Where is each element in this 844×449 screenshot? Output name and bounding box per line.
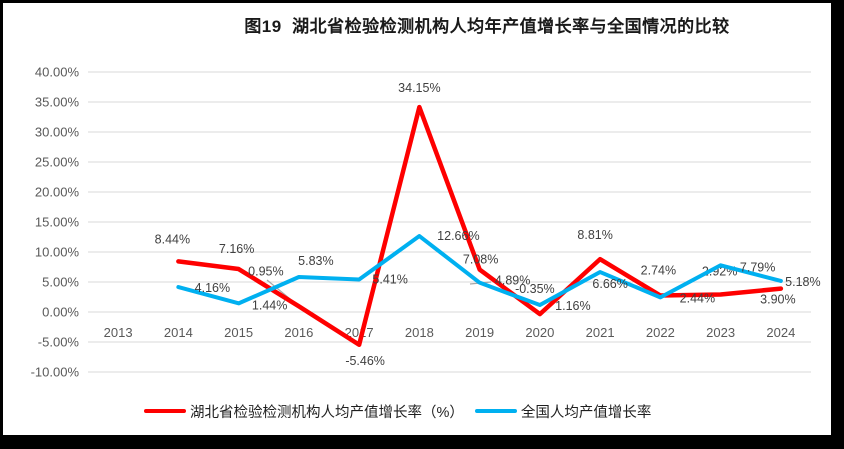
data-label: 4.89% — [495, 274, 530, 288]
data-label: 34.15% — [398, 81, 440, 95]
x-axis-tick-label: 2021 — [586, 325, 615, 340]
x-axis-tick-label: 2014 — [164, 325, 193, 340]
y-axis-tick-label: 30.00% — [35, 125, 80, 140]
y-axis-tick-label: 10.00% — [35, 245, 80, 260]
y-axis-tick-label: 5.00% — [42, 275, 79, 290]
data-label: 0.95% — [248, 264, 283, 278]
y-axis-tick-label: -5.00% — [38, 335, 80, 350]
legend-swatch-national-line — [474, 408, 517, 414]
data-label: 5.41% — [372, 273, 407, 287]
data-label: 7.79% — [740, 260, 775, 274]
data-label: 6.66% — [592, 277, 627, 291]
data-label: 4.16% — [195, 281, 230, 295]
data-label: 8.81% — [577, 228, 612, 242]
data-label: 1.44% — [252, 298, 287, 312]
x-axis-tick-label: 2018 — [405, 325, 434, 340]
x-axis-tick-label: 2013 — [104, 325, 133, 340]
chart-canvas: 40.00% 35.00% 30.00% 25.00% 20.00% 15.00% 10.0… — [3, 3, 831, 435]
y-axis-tick-label: 20.00% — [35, 185, 80, 200]
data-label: 7.08% — [463, 253, 498, 267]
data-label: 5.18% — [785, 275, 820, 289]
data-label: -5.46% — [345, 354, 385, 368]
series-line-hubei — [176, 104, 784, 348]
legend-swatch-hubei-line — [144, 408, 186, 414]
x-axis-tick-label: 2023 — [706, 325, 735, 340]
y-axis-tick-label: 0.00% — [42, 305, 79, 320]
x-axis-tick-label: 2015 — [224, 325, 253, 340]
data-label: 2.44% — [680, 291, 715, 305]
legend-label-national: 全国人均产值增长率 — [520, 404, 652, 421]
x-axis-tick-label: 2024 — [766, 325, 795, 340]
x-axis-tick-label: 2022 — [646, 325, 675, 340]
y-axis-tick-label: 35.00% — [35, 95, 80, 110]
y-axis-tick-label: -10.00% — [31, 365, 80, 380]
y-axis-tick-label: 25.00% — [35, 155, 80, 170]
data-label: 1.16% — [555, 299, 590, 313]
chart-title: 图19 湖北省检验检测机构人均年产值增长率与全国情况的比较 — [244, 17, 730, 36]
y-axis-tick-label: 15.00% — [35, 215, 80, 230]
x-axis-tick-label: 2019 — [465, 325, 494, 340]
data-label: 12.66% — [437, 229, 479, 243]
data-label: -0.35% — [515, 282, 555, 296]
legend: 湖北省检验检测机构人均产值增长率（%） 全国人均产值增长率 — [144, 402, 652, 421]
legend-label-hubei: 湖北省检验检测机构人均产值增长率（%） — [190, 404, 464, 421]
data-label: 8.44% — [155, 232, 190, 246]
data-label: 5.83% — [298, 254, 333, 268]
data-label: 2.74% — [641, 264, 676, 278]
x-axis-tick-label: 2016 — [284, 325, 313, 340]
x-axis-tick-label: 2017 — [345, 325, 374, 340]
data-label: 3.90% — [760, 293, 795, 307]
data-label: 7.16% — [219, 242, 254, 256]
series-line-national — [176, 234, 783, 308]
y-axis-tick-label: 40.00% — [35, 65, 80, 80]
x-axis-tick-label: 2020 — [525, 325, 554, 340]
line-chart: 40.00% 35.00% 30.00% 25.00% 20.00% 15.00% 10.0… — [31, 65, 821, 380]
